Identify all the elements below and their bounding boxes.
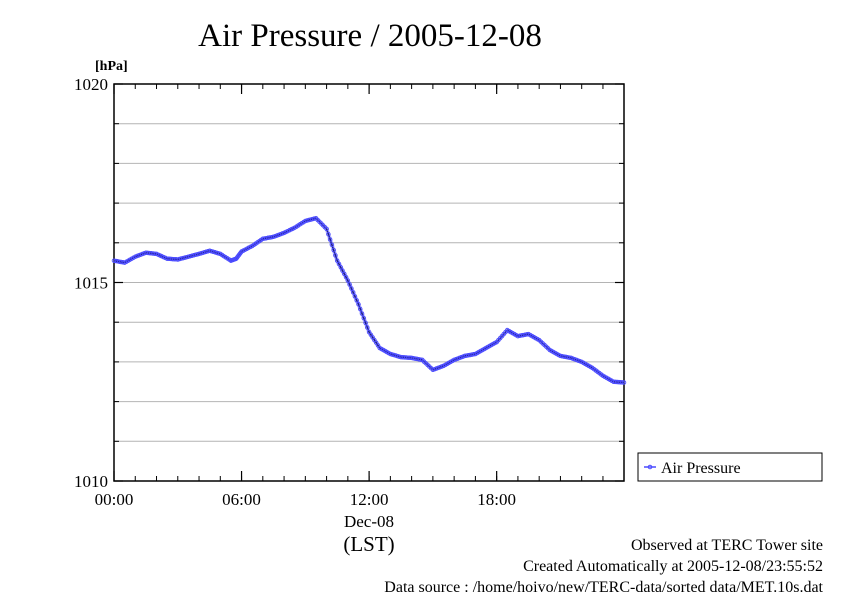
data-point [326,231,331,237]
data-point [620,380,625,385]
data-point [363,320,368,326]
legend-label: Air Pressure [661,460,741,477]
data-point [345,278,351,283]
grid-lines [114,123,624,442]
data-point [352,294,358,299]
data-point [334,258,340,263]
legend-marker [647,464,653,470]
y-axis-unit-label: [hPa] [95,59,128,74]
data-point [359,311,365,316]
data-point [621,380,627,385]
data-point [354,298,359,303]
data-point [418,357,423,362]
y-tick-label: 1010 [74,472,108,491]
data-point [324,226,329,232]
x-tick-label: 18:00 [477,490,516,509]
data-point [349,286,354,291]
data-point [340,268,345,273]
footer-created: Created Automatically at 2005-12-08/23:5… [523,558,823,575]
series-air-pressure [111,215,627,385]
data-point [350,290,356,295]
data-point [357,306,363,312]
y-tick-labels: 1010 1015 1020 [74,75,108,491]
data-point [342,271,347,277]
footer-site: Observed at TERC Tower site [631,537,823,554]
data-point [333,253,338,258]
data-point [361,315,367,321]
data-point [356,302,361,307]
x-axis-date-label: Dec-08 [344,512,394,531]
legend: Air Pressure [637,452,823,482]
y-tick-label: 1015 [74,274,108,293]
data-point [365,325,370,330]
x-tick-label: 12:00 [350,490,389,509]
data-point [329,242,335,248]
data-point [343,274,349,280]
data-point [331,247,336,253]
axis-ticks [113,83,624,482]
data-point [347,282,352,287]
data-point [338,265,344,270]
legend-box [637,452,823,482]
x-axis-unit-label: (LST) [343,532,394,556]
chart-title: Air Pressure / 2005-12-08 [198,18,542,54]
x-tick-label: 06:00 [222,490,261,509]
data-point [336,261,342,267]
y-tick-label: 1020 [74,75,108,94]
data-point [327,237,333,242]
footer-data-source: Data source : /home/hoivo/new/TERC-data/… [384,579,823,595]
x-tick-labels: 00:00 06:00 12:00 18:00 [95,490,516,509]
x-tick-label: 00:00 [95,490,134,509]
